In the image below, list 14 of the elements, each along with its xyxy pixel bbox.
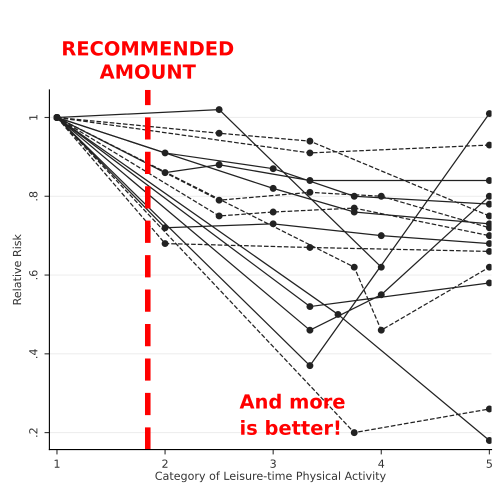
ref-line-label: RECOMMENDED AMOUNT — [63, 40, 234, 79]
annotation: And more is better! — [240, 394, 345, 435]
y-tick-label: .8 — [29, 192, 38, 200]
x-tick-label: 2 — [162, 459, 168, 468]
x-axis-title: Category of Leisure-time Physical Activity — [155, 471, 386, 482]
x-tick-label: 3 — [270, 459, 276, 468]
x-tick-label: 4 — [378, 460, 384, 468]
y-tick-label: .6 — [29, 270, 38, 280]
x-tick-label: 1 — [54, 460, 60, 468]
y-tick-label: 1 — [29, 114, 38, 120]
x-tick-label: 5 — [486, 460, 492, 468]
y-axis-title: Relative Risk — [12, 234, 22, 304]
y-tick-label: .4 — [29, 349, 38, 358]
y-tick-label: .2 — [29, 428, 38, 437]
